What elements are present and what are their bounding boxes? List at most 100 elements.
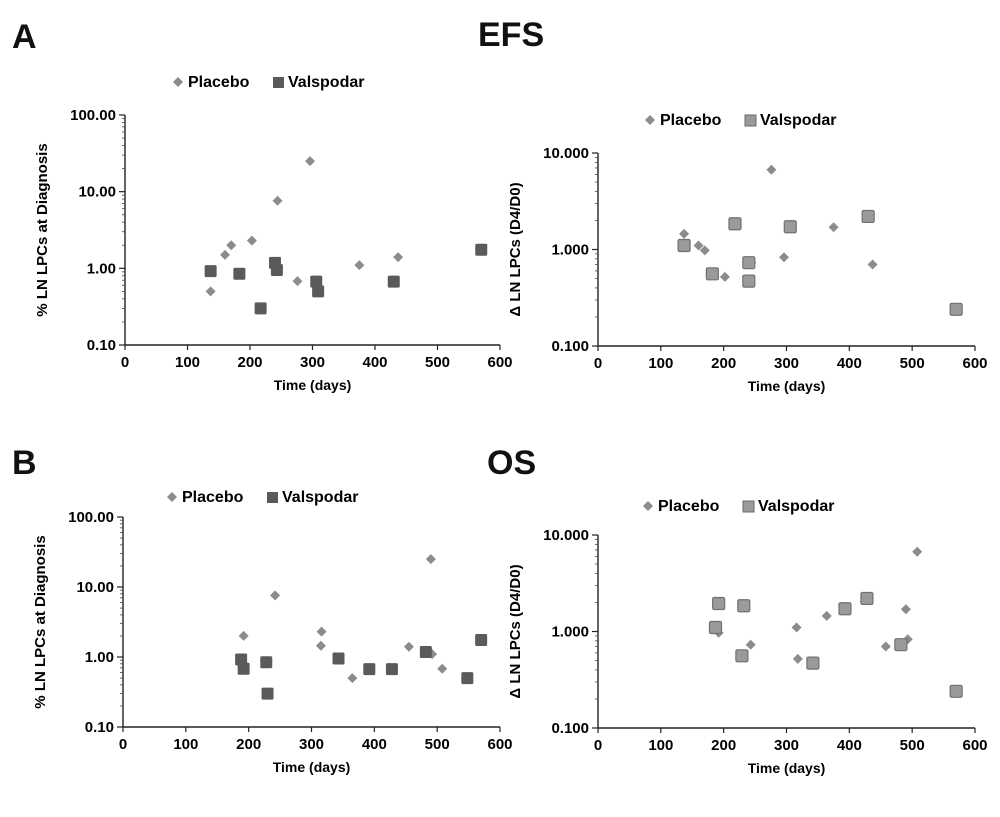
y-tick-label: 100.00 bbox=[68, 509, 114, 526]
data-point-valspodar bbox=[838, 602, 852, 616]
data-point-valspodar bbox=[806, 656, 820, 670]
data-point-valspodar bbox=[861, 209, 875, 224]
data-point-placebo bbox=[238, 630, 249, 641]
x-tick-label: 600 bbox=[487, 736, 512, 753]
data-point-placebo bbox=[437, 663, 448, 674]
x-tick-label: 300 bbox=[774, 737, 799, 754]
data-point-placebo bbox=[719, 271, 730, 282]
data-point-placebo bbox=[867, 259, 878, 270]
data-point-placebo bbox=[679, 228, 690, 239]
data-point-valspodar bbox=[705, 267, 719, 281]
data-point-placebo bbox=[821, 610, 832, 621]
data-point-placebo bbox=[272, 195, 283, 206]
legend-placebo-label: Placebo bbox=[660, 112, 722, 129]
data-point-valspodar bbox=[783, 220, 797, 234]
data-point-placebo bbox=[900, 604, 911, 615]
y-tick-label: 10.000 bbox=[543, 527, 589, 544]
legend-valspodar-marker bbox=[742, 500, 755, 513]
y-axis-label: Δ LN LPCs (D4/D0) bbox=[510, 182, 524, 316]
x-axis-label: Time (days) bbox=[748, 378, 826, 394]
data-point-placebo bbox=[778, 252, 789, 263]
y-tick-label: 0.10 bbox=[87, 337, 116, 354]
data-point-valspodar bbox=[254, 302, 267, 315]
panel-letter-a: A bbox=[12, 18, 37, 56]
data-point-placebo bbox=[693, 240, 704, 251]
data-point-placebo bbox=[425, 554, 436, 565]
legend-placebo-label: Placebo bbox=[188, 74, 250, 91]
x-tick-label: 100 bbox=[175, 354, 200, 371]
x-tick-label: 600 bbox=[962, 737, 987, 754]
data-point-valspodar bbox=[363, 663, 376, 676]
data-point-valspodar bbox=[860, 591, 874, 606]
x-tick-label: 400 bbox=[362, 354, 387, 371]
chart-os-diagnosis: 0 100 200 300 400 500 600 0.10 1.00 10.00 100.00 Ti… bbox=[32, 489, 513, 775]
legend-placebo-marker bbox=[645, 115, 655, 125]
data-point-placebo bbox=[270, 590, 281, 601]
y-tick-label: 100.00 bbox=[70, 107, 116, 124]
data-point-valspodar bbox=[949, 684, 963, 698]
y-tick-label: 10.00 bbox=[78, 184, 116, 201]
y-axis-label: % LN LPCs at Diagnosis bbox=[32, 535, 49, 708]
legend-valspodar-marker bbox=[273, 77, 284, 88]
data-point-placebo bbox=[766, 164, 777, 175]
x-tick-label: 300 bbox=[774, 355, 799, 372]
x-tick-label: 400 bbox=[837, 737, 862, 754]
chart-efs-change: 0 100 200 300 400 500 600 0.100 1.000 10.000 Time … bbox=[510, 112, 988, 394]
section-title-efs: EFS bbox=[478, 16, 545, 54]
data-point-valspodar bbox=[742, 256, 756, 270]
data-point-placebo bbox=[828, 222, 839, 233]
data-point-placebo bbox=[403, 641, 414, 652]
x-tick-label: 500 bbox=[425, 354, 450, 371]
legend-valspodar-label: Valspodar bbox=[760, 112, 836, 129]
data-point-placebo bbox=[902, 634, 913, 645]
x-tick-label: 0 bbox=[119, 736, 127, 753]
data-point-valspodar bbox=[894, 638, 908, 652]
x-tick-label: 300 bbox=[300, 354, 325, 371]
y-tick-label: 1.00 bbox=[87, 260, 116, 277]
x-tick-label: 0 bbox=[594, 737, 602, 754]
y-tick-label: 0.100 bbox=[551, 338, 589, 355]
x-tick-label: 500 bbox=[900, 737, 925, 754]
data-point-placebo bbox=[226, 240, 237, 251]
legend-placebo-marker bbox=[167, 492, 177, 502]
data-point-placebo bbox=[246, 235, 257, 246]
data-point-placebo bbox=[205, 286, 216, 297]
y-tick-label: 1.00 bbox=[85, 649, 114, 666]
data-point-placebo bbox=[912, 546, 923, 557]
x-tick-label: 300 bbox=[299, 736, 324, 753]
data-point-valspodar bbox=[708, 620, 723, 635]
x-tick-label: 100 bbox=[173, 736, 198, 753]
y-tick-label: 0.10 bbox=[85, 719, 114, 736]
data-point-placebo bbox=[393, 252, 404, 263]
chart-efs-diagnosis: 0 100 200 300 400 500 600 0.10 1.00 10.00 100.00 Ti… bbox=[34, 74, 513, 393]
x-axis-label: Time (days) bbox=[748, 760, 826, 776]
x-tick-label: 500 bbox=[900, 355, 925, 372]
x-tick-label: 200 bbox=[236, 736, 261, 753]
data-point-valspodar bbox=[332, 652, 345, 665]
data-point-valspodar bbox=[310, 275, 323, 288]
x-tick-label: 200 bbox=[711, 737, 736, 754]
x-tick-label: 400 bbox=[362, 736, 387, 753]
data-point-valspodar bbox=[312, 285, 325, 298]
data-point-valspodar bbox=[475, 633, 488, 646]
x-tick-label: 400 bbox=[837, 355, 862, 372]
y-tick-label: 0.100 bbox=[551, 720, 589, 737]
data-point-valspodar bbox=[737, 599, 751, 613]
panel-letter-b: B bbox=[12, 444, 37, 482]
legend-placebo-label: Placebo bbox=[182, 489, 244, 506]
chart-os-change: 0 100 200 300 400 500 600 0.100 1.000 10.000 Time … bbox=[510, 498, 988, 776]
data-point-valspodar bbox=[387, 275, 400, 288]
data-point-placebo bbox=[292, 276, 303, 287]
legend-valspodar-label: Valspodar bbox=[288, 74, 364, 91]
legend-placebo-label: Placebo bbox=[658, 498, 720, 515]
y-axis-label: Δ LN LPCs (D4/D0) bbox=[510, 564, 524, 698]
x-tick-label: 500 bbox=[425, 736, 450, 753]
data-point-valspodar bbox=[742, 274, 756, 288]
data-point-valspodar bbox=[261, 687, 274, 700]
data-point-placebo bbox=[347, 673, 358, 684]
data-point-placebo bbox=[305, 156, 315, 167]
data-point-placebo bbox=[745, 639, 756, 650]
x-tick-label: 600 bbox=[962, 355, 987, 372]
legend-valspodar-label: Valspodar bbox=[282, 489, 358, 506]
